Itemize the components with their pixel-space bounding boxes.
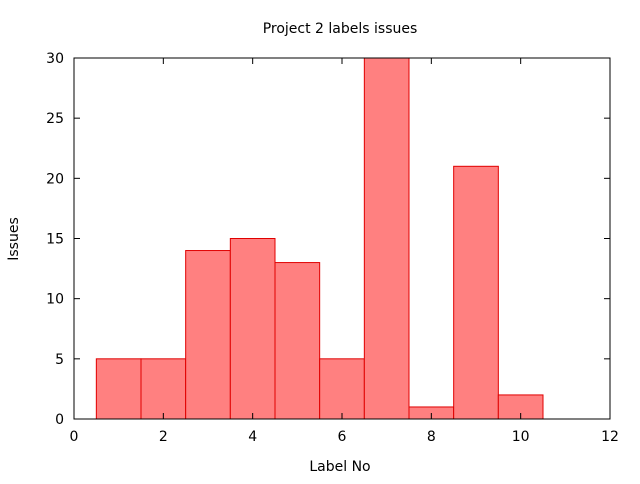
x-tick-label: 10 bbox=[512, 429, 530, 445]
x-tick-label: 6 bbox=[338, 429, 347, 445]
y-tick-label: 15 bbox=[46, 232, 64, 248]
x-tick-label: 4 bbox=[248, 429, 257, 445]
bar-label-2 bbox=[140, 358, 187, 420]
bar-label-4 bbox=[229, 238, 276, 420]
y-tick-label: 0 bbox=[55, 412, 64, 428]
bars-group bbox=[95, 57, 544, 420]
bar-label-9 bbox=[453, 165, 499, 420]
y-tick-label: 10 bbox=[46, 292, 64, 308]
y-tick-label: 30 bbox=[46, 51, 64, 67]
y-tick-label: 20 bbox=[46, 171, 64, 187]
bar-label-6 bbox=[319, 358, 365, 420]
chart-title: Project 2 labels issues bbox=[263, 21, 418, 37]
plot-frame bbox=[73, 57, 611, 420]
y-tick-label: 5 bbox=[55, 352, 64, 368]
bar-label-7 bbox=[363, 57, 410, 420]
x-axis-label: Label No bbox=[309, 459, 370, 475]
y-tick-label: 25 bbox=[46, 111, 64, 127]
x-tick-label: 0 bbox=[70, 429, 79, 445]
bar-label-3 bbox=[185, 250, 231, 420]
x-tick-label: 8 bbox=[427, 429, 436, 445]
x-tick-label: 12 bbox=[601, 429, 619, 445]
bar-label-1 bbox=[95, 358, 142, 420]
x-tick-label: 2 bbox=[159, 429, 168, 445]
bar-label-5 bbox=[274, 262, 321, 420]
y-axis-label: Issues bbox=[6, 217, 22, 261]
